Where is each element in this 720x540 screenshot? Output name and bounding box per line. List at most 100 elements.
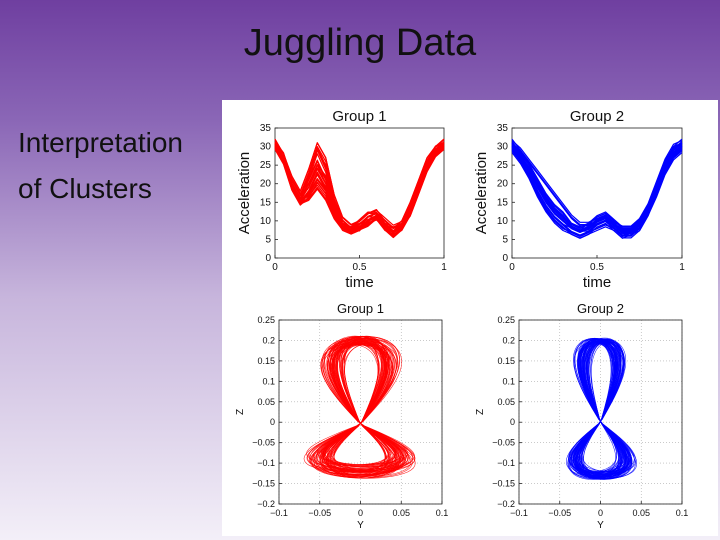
y-tick-label: 0.15 — [257, 356, 275, 366]
side-text-line-1: Interpretation — [18, 127, 183, 158]
trajectory-loop — [570, 338, 630, 476]
y-tick-label: −0.05 — [492, 438, 515, 448]
x-tick-label: 1 — [441, 262, 447, 273]
x-axis-label: Y — [597, 520, 604, 531]
y-tick-label: 35 — [497, 123, 509, 134]
y-tick-label: 0 — [265, 253, 271, 264]
x-tick-label: 0 — [509, 262, 515, 273]
y-tick-label: 30 — [497, 142, 509, 153]
trajectory-loop — [579, 342, 627, 474]
x-tick-label: −0.1 — [510, 508, 528, 518]
y-tick-label: 0.05 — [257, 397, 275, 407]
figure-panel: 0 0.5 1 0 5 10 15 20 25 30 35 Group 1 time Accelerati… — [222, 100, 718, 536]
series-line — [274, 142, 445, 233]
series-line — [511, 152, 683, 239]
y-tick-label: 5 — [265, 234, 271, 245]
trajectory-loop — [569, 339, 626, 480]
x-tick-label: −0.1 — [270, 508, 288, 518]
y-tick-label: 10 — [497, 216, 509, 227]
x-tick-label: 0.5 — [590, 262, 604, 273]
y-tick-label: 15 — [260, 197, 272, 208]
series-line — [511, 148, 683, 236]
y-tick-label: 0.25 — [497, 315, 515, 325]
trajectory-loop — [567, 341, 626, 479]
x-axis-label: Y — [357, 520, 364, 531]
x-tick-label: 0 — [272, 262, 278, 273]
trajectory-loop — [322, 335, 396, 468]
y-axis-label: Z — [475, 409, 486, 415]
y-tick-label: 0.1 — [502, 376, 515, 386]
series-group — [511, 138, 683, 239]
trajectory-loop — [311, 338, 408, 475]
y-tick-label: −0.1 — [497, 458, 515, 468]
trajectory-group — [565, 337, 638, 480]
y-tick-label: 20 — [497, 179, 509, 190]
y-tick-label: 35 — [260, 123, 272, 134]
y-tick-label: −0.2 — [257, 499, 275, 509]
trajectory-loop — [578, 340, 630, 475]
series-line — [274, 144, 445, 232]
x-tick-label: 1 — [679, 262, 685, 273]
x-tick-label: 0.05 — [392, 508, 410, 518]
y-tick-label: 5 — [502, 234, 508, 245]
slide-title: Juggling Data — [243, 22, 477, 64]
y-tick-label: 0 — [270, 417, 275, 427]
trajectory-loop — [573, 339, 623, 476]
x-tick-label: 0 — [358, 508, 363, 518]
y-tick-label: 20 — [260, 179, 272, 190]
y-tick-label: 30 — [260, 142, 272, 153]
plot-title: Group 1 — [332, 108, 386, 125]
trajectory-loop — [328, 342, 397, 479]
y-axis-label: Acceleration — [473, 152, 490, 235]
y-tick-label: −0.15 — [252, 479, 275, 489]
y-tick-label: −0.05 — [252, 438, 275, 448]
y-axis-label: Acceleration — [236, 152, 253, 235]
y-tick-label: 0.2 — [502, 335, 515, 345]
trajectory-loop — [574, 339, 635, 472]
y-tick-label: 25 — [260, 160, 272, 171]
x-tick-label: 0.1 — [436, 508, 449, 518]
y-tick-label: 0 — [510, 417, 515, 427]
y-tick-label: 0.25 — [257, 315, 275, 325]
x-axis-label: time — [583, 274, 611, 291]
trajectory-loop — [316, 342, 402, 471]
x-tick-label: −0.05 — [308, 508, 331, 518]
series-line — [511, 140, 683, 227]
side-text: Interpretation of Clusters — [18, 120, 183, 212]
plot-title: Group 2 — [570, 108, 624, 125]
trajectory-loop — [576, 338, 632, 480]
y-tick-label: −0.15 — [492, 479, 515, 489]
y-tick-label: 15 — [497, 197, 509, 208]
trajectory-loop — [577, 342, 621, 475]
series-line — [274, 138, 445, 229]
y-axis-label: Z — [235, 409, 246, 415]
side-text-line-2: of Clusters — [18, 173, 152, 204]
plot-title: Group 2 — [577, 301, 624, 316]
y-tick-label: 10 — [260, 216, 272, 227]
y-tick-label: 0.1 — [262, 376, 275, 386]
x-tick-label: 0 — [598, 508, 603, 518]
y-tick-label: 0.15 — [497, 356, 515, 366]
y-tick-label: −0.2 — [497, 499, 515, 509]
x-axis-label: time — [345, 274, 373, 291]
y-tick-label: −0.1 — [257, 458, 275, 468]
y-tick-label: 0.2 — [262, 335, 275, 345]
y-tick-label: 0.05 — [497, 397, 515, 407]
x-tick-label: 0.05 — [632, 508, 650, 518]
series-line — [274, 146, 445, 237]
trajectory-loop — [330, 341, 387, 477]
series-line — [511, 143, 683, 231]
plot-title: Group 1 — [337, 301, 384, 316]
trajectory-loop — [320, 341, 401, 476]
trajectory-loop — [322, 344, 407, 473]
series-group — [274, 138, 445, 239]
y-tick-label: 0 — [502, 253, 508, 264]
x-tick-label: 0.1 — [676, 508, 689, 518]
y-tick-label: 25 — [497, 160, 509, 171]
x-tick-label: 0.5 — [353, 262, 367, 273]
x-tick-label: −0.05 — [548, 508, 571, 518]
trajectory-group — [303, 335, 416, 479]
series-line — [511, 150, 683, 237]
trajectory-loop — [579, 340, 629, 478]
